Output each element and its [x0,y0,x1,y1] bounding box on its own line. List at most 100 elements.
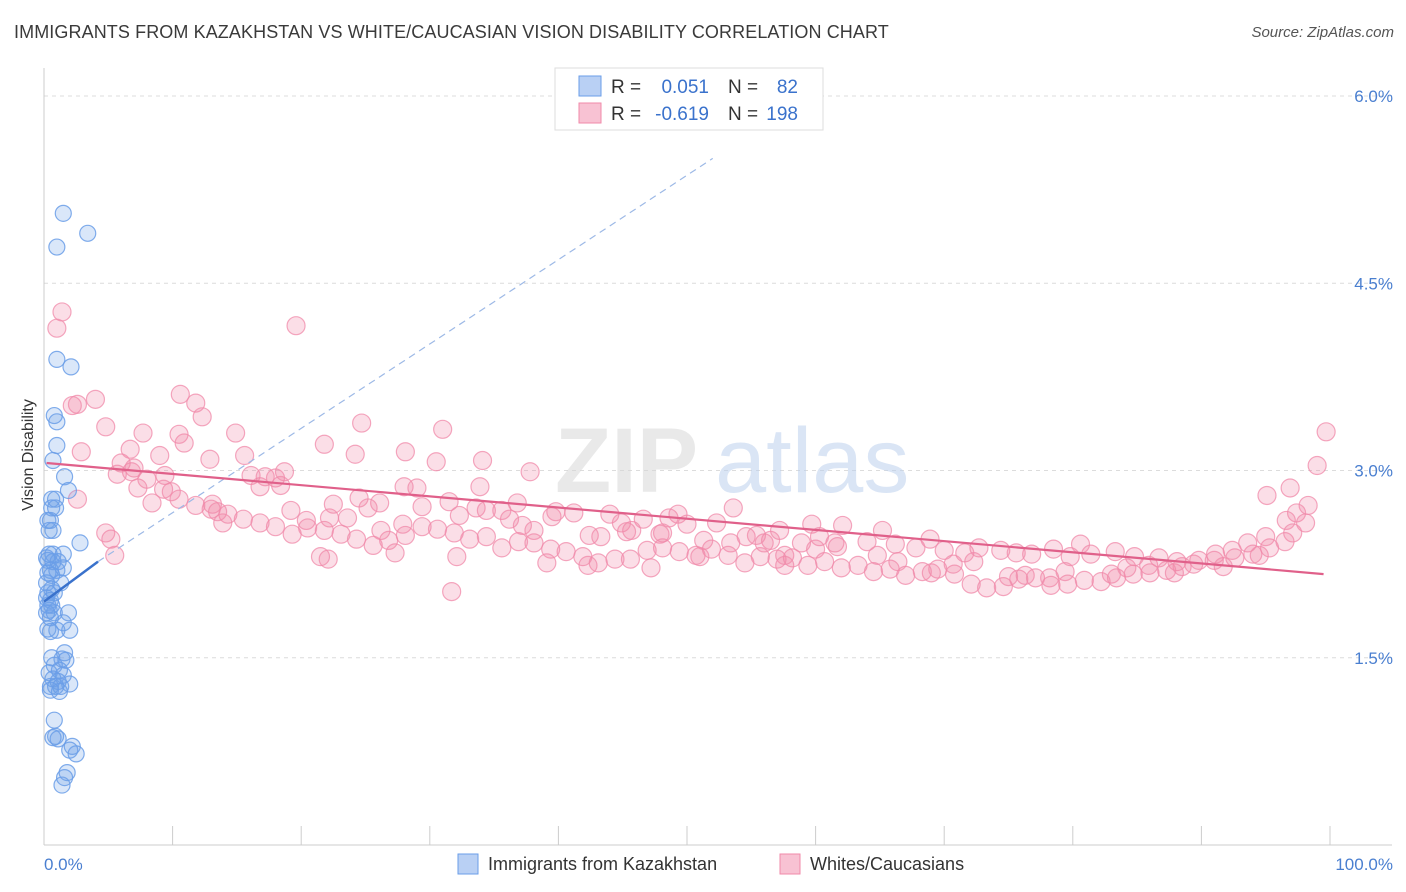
kazakhstan-point [43,490,61,508]
whites-point [721,533,741,553]
whites-point [492,500,512,521]
kazakhstan-point [44,521,62,540]
legend-top: R = 0.051 N = 82 R = -0.619 N = 198 [554,67,824,131]
source-label: Source: ZipAtlas.com [1251,24,1394,41]
whites-point [96,417,116,437]
whites-point [1105,542,1125,562]
whites-point [754,533,774,553]
trendlines [43,157,1324,603]
whites-point [1249,545,1269,565]
chart-title: IMMIGRANTS FROM KAZAKHSTAN VS WHITE/CAUC… [14,22,889,42]
bottom-legend-swatch-blue [457,853,479,875]
y-tick-label-3: 6.0% [1354,87,1393,106]
whites-point [1070,534,1091,554]
whites-point [512,515,532,536]
whites-point [174,433,194,453]
whites-point [296,510,316,531]
whites-point [556,542,576,562]
whites-point [998,567,1019,587]
kazakhstan-point [59,604,78,622]
whites-point [310,547,331,567]
whites-point [282,524,302,544]
whites-point [641,558,661,578]
bottom-legend-label-pink: Whites/Caucasians [810,854,964,874]
whites-point [524,533,544,553]
whites-point [314,434,334,454]
whites-point [857,532,877,552]
whites-point [286,316,306,336]
whites-point [449,505,469,526]
whites-point [961,574,981,594]
whites-point [1106,568,1127,588]
whites-point [352,413,372,433]
legend-swatch-blue [578,75,602,97]
kazakhstan-point [55,468,74,486]
whites-point [67,394,88,414]
whites-point [564,503,584,523]
whites-point [150,445,170,466]
legend-r-value-blue: 0.051 [661,77,709,98]
whites-point [1117,558,1137,578]
kazakhstan-trendline [43,560,99,603]
whites-point [921,563,941,583]
kazakhstan-point [48,436,66,455]
whites-point [161,482,181,502]
whites-point [170,384,190,404]
whites-point [337,508,358,528]
whites-point [605,549,625,569]
whites-point [153,479,174,499]
kazakhstan-point [53,776,71,794]
whites-point [977,578,997,598]
whites-point [833,515,853,536]
whites-point [213,513,233,533]
kazakhstan-point [40,521,58,540]
whites-point [723,498,743,518]
whites-point [96,523,116,543]
kazakhstan-point [48,621,66,639]
whites-point [444,523,464,543]
whites-point [85,389,106,409]
legend-r-label-pink: R = [611,104,641,125]
axes [43,68,1392,846]
kazakhstan-point [44,451,62,470]
whites-point [370,493,390,513]
whites-point [47,318,67,338]
whites-point [805,539,826,559]
whites-point [775,545,795,565]
y-tick-label-2: 4.5% [1354,274,1393,293]
whites-point [1256,527,1276,547]
whites-point [393,514,413,534]
whites-point [192,407,212,427]
whites-point [447,547,467,567]
whites-point [412,517,432,537]
legend-r-value-pink: -0.619 [655,104,709,125]
whites-point [318,549,338,569]
whites-point [281,500,301,521]
whites-point [472,450,493,471]
whites-point [620,549,641,569]
kazakhstan-point [48,413,66,431]
kazakhstan-point [41,681,60,699]
whites-point [1058,574,1078,594]
whites-point [964,552,984,572]
watermark-zip: ZIP [555,410,698,512]
whites-point [358,498,378,518]
kazakhstan-point [48,238,66,256]
kazakhstan-point [61,621,79,639]
whites-point [470,477,490,497]
kazakhstan-point [41,622,60,641]
legend-n-label-pink: N = [728,104,758,125]
y-tick-label-1: 3.0% [1354,462,1393,481]
watermark-atlas: atlas [715,410,909,512]
whites-point [1307,455,1327,476]
legend-swatch-pink [578,102,602,124]
whites-point [233,509,253,529]
whites-point [1222,540,1242,560]
whites-point [371,520,391,541]
kazakhstan-point [59,481,78,500]
kazakhstan-point [49,730,67,748]
whites-point [271,475,291,496]
whites-point [1074,570,1094,590]
whites-point [690,547,710,567]
legend-n-value-blue: 82 [777,77,798,98]
